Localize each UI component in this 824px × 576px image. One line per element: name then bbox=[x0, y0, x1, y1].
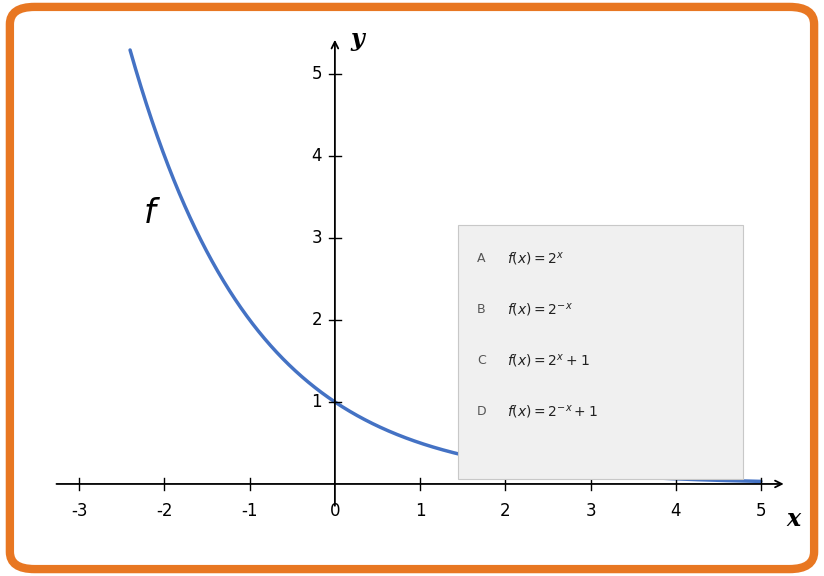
Text: $f(x) = 2^{-x} + 1$: $f(x) = 2^{-x} + 1$ bbox=[507, 403, 597, 420]
FancyBboxPatch shape bbox=[458, 225, 743, 479]
Text: C: C bbox=[477, 354, 485, 367]
Text: x: x bbox=[786, 507, 800, 531]
Text: 2: 2 bbox=[311, 311, 322, 329]
Text: D: D bbox=[477, 405, 486, 418]
Text: 4: 4 bbox=[311, 147, 322, 165]
Text: 2: 2 bbox=[500, 502, 511, 520]
Text: 0: 0 bbox=[330, 502, 340, 520]
Text: $f(x) = 2^{-x}$: $f(x) = 2^{-x}$ bbox=[507, 301, 573, 318]
Text: 5: 5 bbox=[756, 502, 766, 520]
Text: y: y bbox=[350, 28, 364, 51]
Text: B: B bbox=[477, 303, 485, 316]
Text: $f(x) = 2^{x} + 1$: $f(x) = 2^{x} + 1$ bbox=[507, 352, 589, 369]
Text: $\mathbf{\mathit{f}}$: $\mathbf{\mathit{f}}$ bbox=[143, 197, 161, 230]
Text: -3: -3 bbox=[71, 502, 87, 520]
Text: 1: 1 bbox=[414, 502, 425, 520]
Text: 1: 1 bbox=[311, 393, 322, 411]
Text: 4: 4 bbox=[671, 502, 681, 520]
Text: A: A bbox=[477, 252, 485, 266]
Text: 3: 3 bbox=[585, 502, 596, 520]
Text: $f(x) = 2^{x}$: $f(x) = 2^{x}$ bbox=[507, 251, 564, 267]
Text: 3: 3 bbox=[311, 229, 322, 247]
Text: 5: 5 bbox=[311, 65, 322, 83]
Text: -2: -2 bbox=[157, 502, 173, 520]
Text: -1: -1 bbox=[241, 502, 258, 520]
